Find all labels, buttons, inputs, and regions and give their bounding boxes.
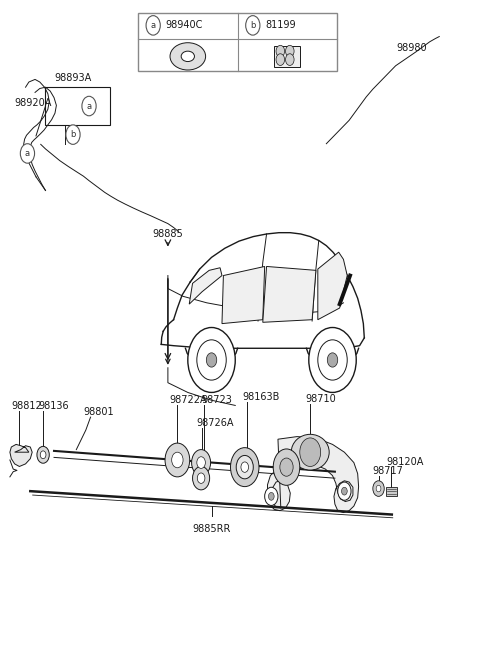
Text: b: b	[250, 21, 255, 30]
FancyBboxPatch shape	[386, 487, 396, 496]
Text: 98120A: 98120A	[386, 457, 423, 467]
Text: a: a	[86, 102, 92, 111]
Circle shape	[264, 487, 278, 506]
FancyBboxPatch shape	[274, 46, 300, 67]
Circle shape	[309, 328, 356, 392]
Circle shape	[280, 458, 293, 476]
Text: 98801: 98801	[84, 407, 114, 417]
Polygon shape	[267, 437, 359, 513]
FancyBboxPatch shape	[46, 87, 109, 125]
Circle shape	[188, 328, 235, 392]
Circle shape	[286, 45, 294, 57]
Circle shape	[197, 340, 226, 380]
Polygon shape	[222, 267, 264, 324]
Polygon shape	[189, 268, 222, 304]
Text: 98717: 98717	[372, 466, 403, 476]
Circle shape	[241, 462, 249, 472]
Circle shape	[276, 54, 285, 66]
Circle shape	[342, 487, 347, 495]
Circle shape	[146, 16, 160, 35]
Text: 98940C: 98940C	[166, 20, 203, 30]
Text: a: a	[151, 21, 156, 30]
Polygon shape	[10, 444, 32, 466]
Circle shape	[82, 96, 96, 116]
FancyBboxPatch shape	[138, 12, 337, 71]
Text: 98893A: 98893A	[54, 73, 92, 83]
Text: 81199: 81199	[265, 20, 296, 30]
Text: 98722A: 98722A	[170, 396, 207, 405]
Circle shape	[172, 452, 183, 468]
Ellipse shape	[291, 434, 329, 470]
Circle shape	[197, 457, 205, 468]
Ellipse shape	[170, 43, 205, 70]
Circle shape	[206, 353, 217, 367]
Ellipse shape	[181, 51, 194, 62]
Circle shape	[230, 447, 259, 487]
Circle shape	[276, 45, 285, 57]
Circle shape	[165, 443, 190, 477]
Polygon shape	[318, 252, 347, 320]
Circle shape	[318, 340, 347, 380]
Text: a: a	[25, 149, 30, 158]
Circle shape	[192, 449, 211, 476]
Text: 98885: 98885	[153, 229, 183, 239]
Circle shape	[273, 449, 300, 485]
Circle shape	[37, 446, 49, 463]
Circle shape	[192, 466, 210, 490]
Circle shape	[300, 438, 321, 466]
Polygon shape	[263, 267, 316, 322]
Text: b: b	[70, 130, 76, 139]
Text: 98710: 98710	[305, 394, 336, 404]
Circle shape	[197, 473, 205, 483]
Text: 98920A: 98920A	[14, 98, 52, 109]
Text: 9885RR: 9885RR	[192, 523, 231, 534]
Text: 98136: 98136	[38, 401, 69, 411]
Circle shape	[327, 353, 338, 367]
Circle shape	[236, 455, 253, 479]
Text: 98726A: 98726A	[196, 418, 234, 428]
Circle shape	[376, 485, 381, 492]
Circle shape	[338, 482, 351, 500]
Circle shape	[66, 125, 80, 144]
Text: 98812: 98812	[12, 401, 42, 411]
Circle shape	[268, 493, 274, 500]
Circle shape	[286, 54, 294, 66]
Circle shape	[246, 16, 260, 35]
Circle shape	[40, 451, 46, 458]
Text: 98980: 98980	[397, 43, 427, 53]
Text: 98163B: 98163B	[242, 392, 280, 402]
Text: 98723: 98723	[201, 396, 232, 405]
Circle shape	[20, 143, 35, 163]
Circle shape	[373, 481, 384, 496]
